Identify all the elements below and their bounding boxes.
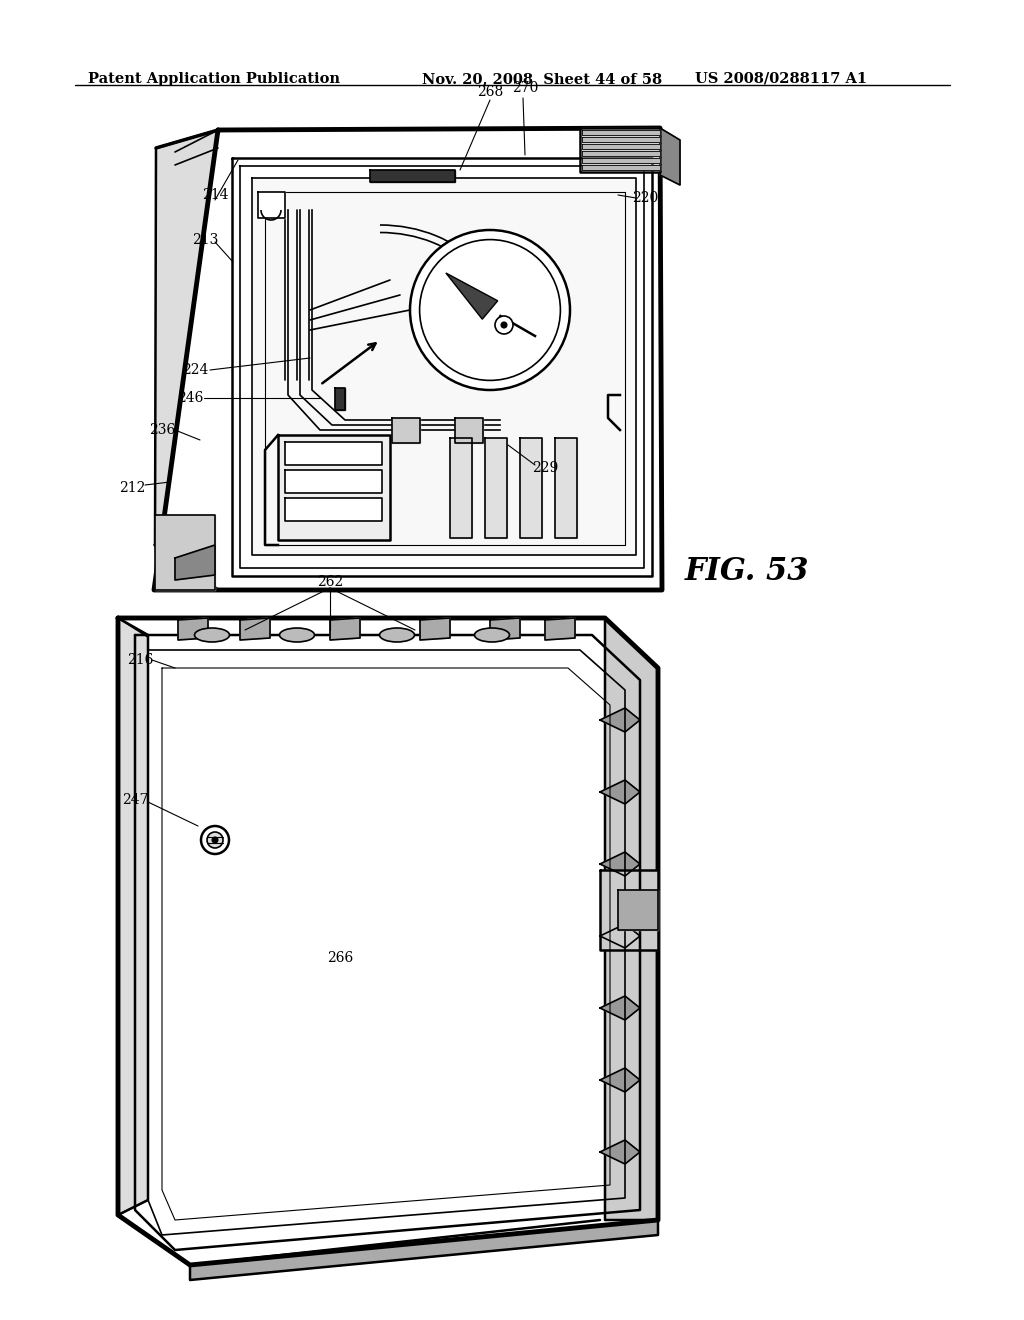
Polygon shape (450, 438, 472, 539)
Polygon shape (118, 618, 148, 1214)
Polygon shape (335, 388, 345, 411)
Ellipse shape (280, 628, 314, 642)
Polygon shape (178, 618, 208, 640)
Polygon shape (600, 780, 640, 804)
Polygon shape (582, 137, 660, 143)
Polygon shape (582, 150, 660, 156)
Ellipse shape (474, 628, 510, 642)
Text: 236: 236 (148, 422, 175, 437)
Polygon shape (285, 498, 382, 521)
Polygon shape (600, 1140, 640, 1164)
Polygon shape (445, 273, 498, 319)
Text: Patent Application Publication: Patent Application Publication (88, 73, 340, 86)
Polygon shape (600, 851, 640, 876)
Ellipse shape (380, 628, 415, 642)
Polygon shape (580, 128, 660, 172)
Polygon shape (175, 545, 215, 579)
Polygon shape (600, 1068, 640, 1092)
Text: 220: 220 (632, 191, 658, 205)
Text: 216: 216 (127, 653, 154, 667)
Polygon shape (600, 924, 640, 948)
Polygon shape (285, 442, 382, 465)
Circle shape (410, 230, 570, 389)
Polygon shape (618, 890, 658, 931)
Polygon shape (392, 418, 420, 444)
Ellipse shape (195, 628, 229, 642)
Polygon shape (582, 129, 660, 135)
Text: 229: 229 (531, 461, 558, 475)
Text: US 2008/0288117 A1: US 2008/0288117 A1 (695, 73, 867, 86)
Polygon shape (258, 191, 285, 218)
Polygon shape (582, 158, 660, 162)
Polygon shape (555, 438, 577, 539)
Circle shape (212, 837, 218, 843)
Polygon shape (190, 1220, 658, 1280)
Polygon shape (278, 436, 390, 540)
Polygon shape (582, 165, 660, 170)
Polygon shape (600, 870, 658, 950)
Polygon shape (285, 470, 382, 492)
Polygon shape (660, 128, 678, 178)
Text: 270: 270 (512, 81, 539, 95)
Text: 212: 212 (119, 480, 145, 495)
Polygon shape (154, 128, 662, 590)
Circle shape (501, 322, 507, 327)
Polygon shape (485, 438, 507, 539)
Text: 266: 266 (327, 950, 353, 965)
Text: 262: 262 (316, 576, 343, 589)
Text: 268: 268 (477, 84, 503, 99)
Polygon shape (582, 144, 660, 149)
Polygon shape (490, 618, 520, 640)
Text: 214: 214 (202, 187, 228, 202)
Polygon shape (118, 618, 658, 1265)
Circle shape (201, 826, 229, 854)
Polygon shape (605, 618, 658, 1220)
Text: FIG. 53: FIG. 53 (685, 557, 810, 587)
Polygon shape (545, 618, 575, 640)
Polygon shape (520, 438, 542, 539)
Circle shape (495, 315, 513, 334)
Polygon shape (370, 170, 455, 182)
Polygon shape (660, 128, 680, 185)
Text: 247: 247 (122, 793, 148, 807)
Polygon shape (155, 515, 215, 590)
Polygon shape (240, 618, 270, 640)
Polygon shape (252, 178, 636, 554)
Polygon shape (155, 129, 218, 590)
Polygon shape (600, 997, 640, 1020)
Polygon shape (420, 618, 450, 640)
Polygon shape (600, 708, 640, 733)
Text: 246: 246 (177, 391, 203, 405)
Polygon shape (330, 618, 360, 640)
Circle shape (207, 832, 223, 847)
Text: Nov. 20, 2008  Sheet 44 of 58: Nov. 20, 2008 Sheet 44 of 58 (422, 73, 663, 86)
Polygon shape (455, 418, 483, 444)
Text: 213: 213 (191, 234, 218, 247)
Text: 224: 224 (182, 363, 208, 378)
